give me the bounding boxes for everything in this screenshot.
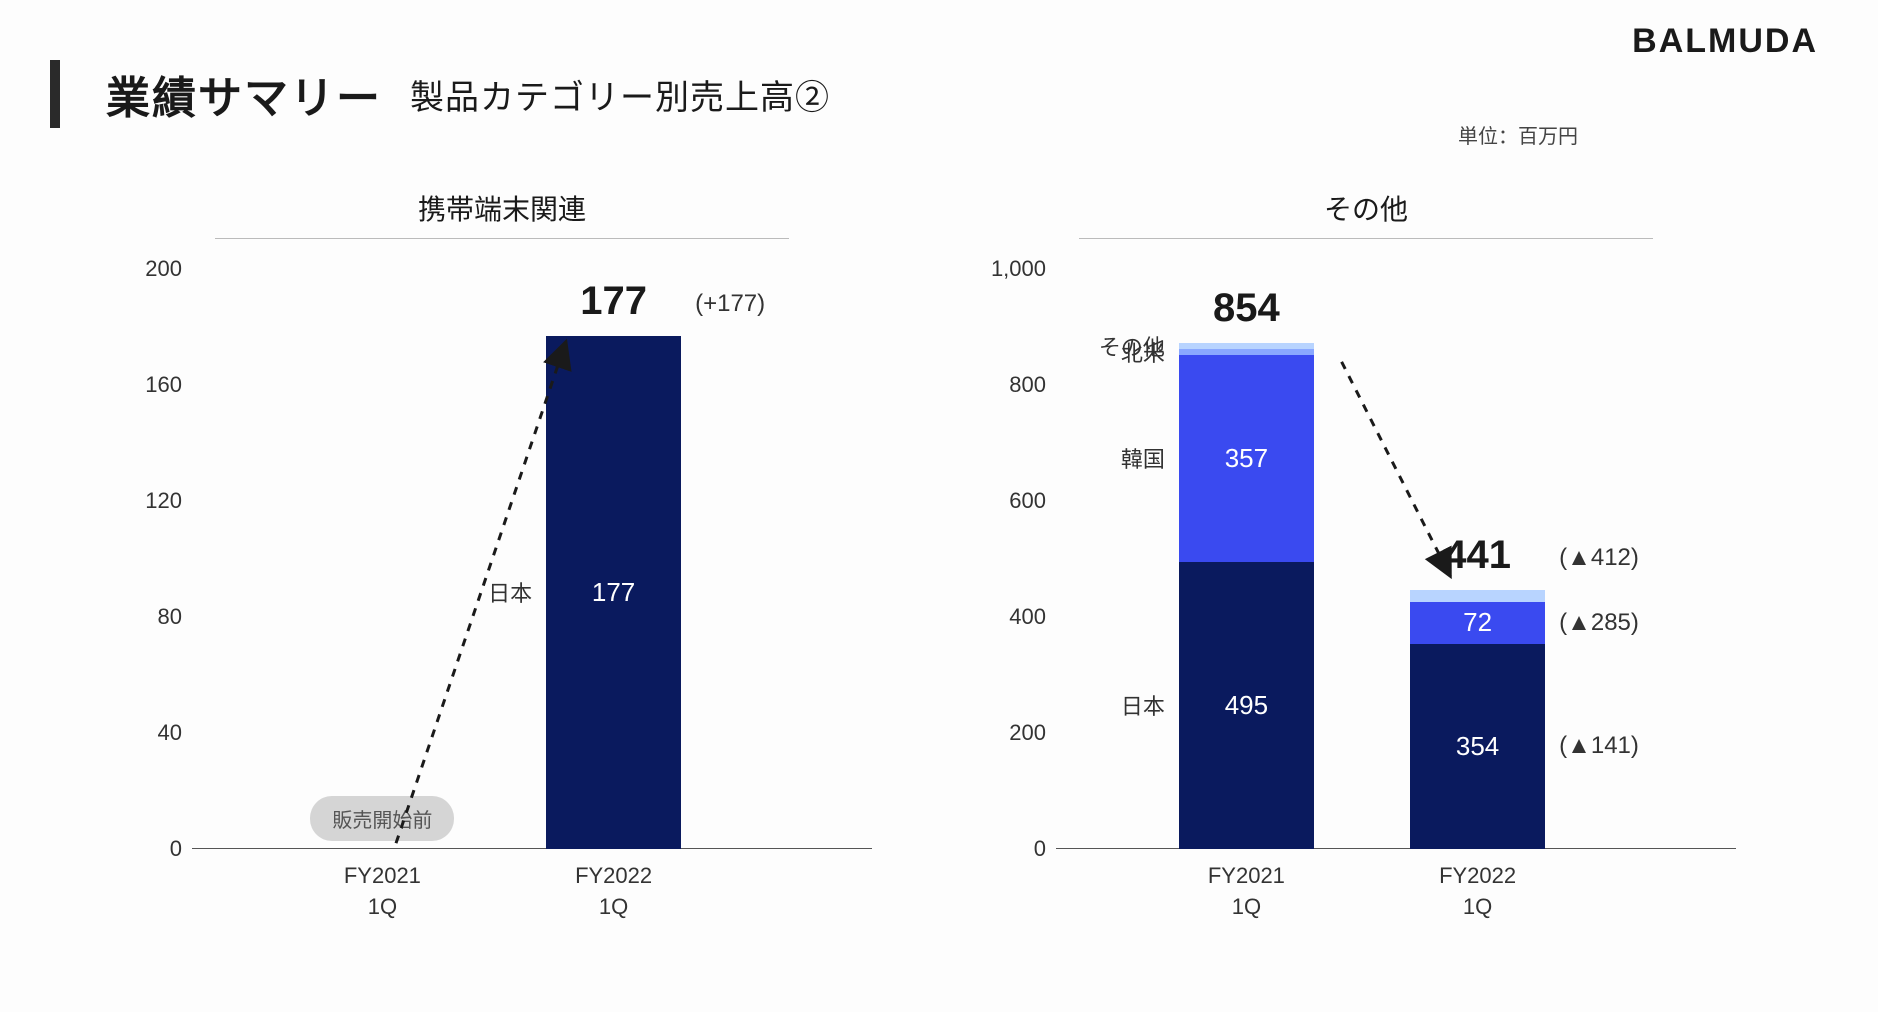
slide-page: BALMUDA 業績サマリー 製品カテゴリー別売上高② 単位：百万円 携帯端末関… <box>0 0 1878 1012</box>
bar-segment: 北米 <box>1179 349 1314 355</box>
unit-label: 単位：百万円 <box>1458 120 1578 149</box>
x-label: FY20221Q <box>514 861 714 923</box>
y-tick: 120 <box>102 488 182 514</box>
y-tick: 160 <box>102 372 182 398</box>
chart-right: その他 02004006008001,000495日本357韓国北米その他854… <box>956 188 1776 909</box>
title-main: 業績サマリー <box>106 62 382 126</box>
title-accent-bar <box>50 60 60 128</box>
x-label: FY20211Q <box>1146 861 1346 923</box>
chart-plot: 02004006008001,000495日本357韓国北米その他854FY20… <box>1056 269 1736 909</box>
chart-divider <box>1079 238 1653 239</box>
y-tick: 80 <box>102 604 182 630</box>
y-tick: 200 <box>102 256 182 282</box>
x-label-line1: FY2022 <box>1378 861 1578 892</box>
bar-total-delta: (▲412) <box>1559 544 1639 572</box>
x-label: FY20211Q <box>282 861 482 923</box>
x-label: FY20221Q <box>1378 861 1578 923</box>
x-axis <box>1056 848 1736 849</box>
charts-container: 携帯端末関連 04080120160200販売開始前FY20211Q177日本1… <box>50 188 1818 909</box>
segment-left-label: その他 <box>1099 330 1165 362</box>
segment-left-label: 韓国 <box>1121 442 1165 474</box>
bar-segment: 357韓国 <box>1179 355 1314 562</box>
x-label-line1: FY2022 <box>514 861 714 892</box>
segment-value: 495 <box>1225 690 1268 721</box>
segment-value: 177 <box>592 577 635 608</box>
y-tick: 800 <box>966 372 1046 398</box>
chart-heading: 携帯端末関連 <box>92 188 912 228</box>
x-label-line2: 1Q <box>514 892 714 923</box>
x-label-line1: FY2021 <box>1146 861 1346 892</box>
bar-group: 354(▲141)72(▲285)441(▲412)FY20221Q <box>1410 590 1545 849</box>
bar-segment: 495日本 <box>1179 562 1314 849</box>
segment-value: 354 <box>1456 731 1499 762</box>
x-axis <box>192 848 872 849</box>
bar-total: 177 <box>580 279 647 324</box>
x-label-line1: FY2021 <box>282 861 482 892</box>
y-tick: 0 <box>102 836 182 862</box>
x-label-line2: 1Q <box>282 892 482 923</box>
y-tick: 200 <box>966 720 1046 746</box>
brand-logo: BALMUDA <box>1632 22 1818 61</box>
x-label-line2: 1Q <box>1378 892 1578 923</box>
y-tick: 1,000 <box>966 256 1046 282</box>
segment-value: 72 <box>1463 607 1492 638</box>
y-tick: 600 <box>966 488 1046 514</box>
bar-pill: 販売開始前 <box>310 796 454 841</box>
bar-segment: 72(▲285) <box>1410 602 1545 644</box>
chart-divider <box>215 238 789 239</box>
segment-value: 357 <box>1225 443 1268 474</box>
segment-left-label: 日本 <box>488 576 532 608</box>
bar-segment: 177日本 <box>546 336 681 849</box>
title-sub: 製品カテゴリー別売上高② <box>410 70 830 119</box>
chart-heading: その他 <box>956 188 1776 228</box>
x-label-line2: 1Q <box>1146 892 1346 923</box>
chart-plot: 04080120160200販売開始前FY20211Q177日本177(+177… <box>192 269 872 909</box>
bar-segment: その他 <box>1179 343 1314 349</box>
bar-total: 441 <box>1444 533 1511 578</box>
y-tick: 400 <box>966 604 1046 630</box>
segment-delta: (▲141) <box>1559 732 1639 760</box>
bar-group: 177日本177(+177)FY20221Q <box>546 336 681 849</box>
bar-segment: 354(▲141) <box>1410 644 1545 849</box>
chart-left: 携帯端末関連 04080120160200販売開始前FY20211Q177日本1… <box>92 188 912 909</box>
segment-delta: (▲285) <box>1559 609 1639 637</box>
y-tick: 0 <box>966 836 1046 862</box>
bar-total-delta: (+177) <box>695 290 765 318</box>
bar-total: 854 <box>1213 286 1280 331</box>
title-row: 業績サマリー 製品カテゴリー別売上高② <box>50 60 1818 128</box>
segment-left-label: 日本 <box>1121 689 1165 721</box>
bar-group: 495日本357韓国北米その他854FY20211Q <box>1179 343 1314 849</box>
y-tick: 40 <box>102 720 182 746</box>
bar-segment <box>1410 590 1545 602</box>
